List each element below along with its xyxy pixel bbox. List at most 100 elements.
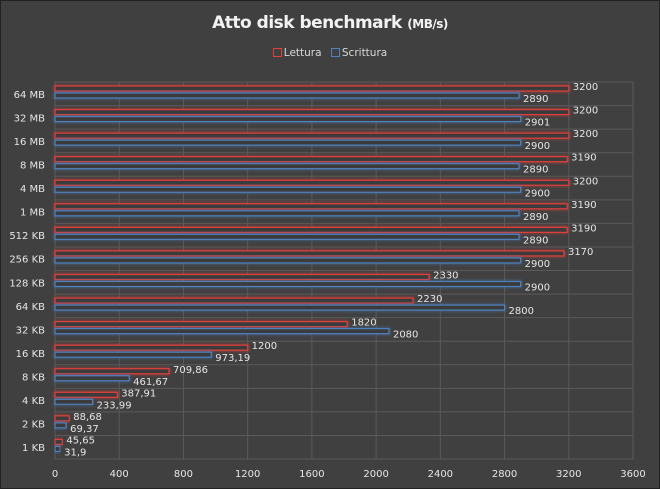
- data-label-scrittura: 2890: [523, 165, 548, 176]
- bar-lettura: [54, 132, 570, 139]
- data-label-lettura: 3190: [571, 153, 596, 164]
- y-tick-label: 8 KB: [22, 373, 45, 384]
- bar-scrittura: [54, 328, 390, 335]
- data-label-lettura: 2230: [417, 294, 442, 305]
- data-label-lettura: 1820: [351, 318, 376, 329]
- bar-scrittura: [54, 92, 520, 99]
- data-label-lettura: 2330: [433, 271, 458, 282]
- y-tick-label: 32 MB: [14, 113, 46, 124]
- y-tick-label: 2 KB: [22, 420, 45, 431]
- bar-scrittura: [54, 115, 522, 123]
- x-tick-label: 3200: [556, 469, 581, 480]
- bar-scrittura: [54, 163, 520, 170]
- y-tick-label: 16 KB: [16, 349, 45, 360]
- bar-scrittura: [54, 351, 212, 358]
- data-label-lettura: 3200: [573, 82, 598, 93]
- x-tick-label: 1200: [235, 469, 260, 480]
- y-tick-label: 1 MB: [20, 208, 45, 219]
- x-tick-label: 2400: [428, 469, 453, 480]
- bar-scrittura: [54, 445, 61, 453]
- x-tick-label: 800: [174, 469, 193, 480]
- bar-lettura: [54, 297, 414, 304]
- bar-lettura: [54, 344, 249, 351]
- legend-swatch-lettura: [272, 48, 282, 57]
- y-tick-label: 32 KB: [16, 325, 45, 336]
- bar-lettura: [54, 250, 565, 257]
- title-text: Atto disk benchmark: [212, 13, 402, 33]
- x-tick-label: 1600: [299, 469, 324, 480]
- x-tick-label: 0: [52, 469, 58, 480]
- bar-lettura: [54, 368, 170, 375]
- data-label-lettura: 3200: [573, 106, 598, 117]
- legend-swatch-scrittura: [330, 48, 340, 57]
- bar-lettura: [54, 226, 568, 233]
- title-unit: (MB/s): [407, 17, 448, 31]
- y-tick-label: 4 KB: [22, 396, 45, 407]
- data-label-lettura: 3190: [571, 223, 596, 234]
- data-label-scrittura: 2900: [525, 259, 550, 270]
- data-label-scrittura: 973,19: [215, 353, 250, 364]
- bar-lettura: [54, 321, 348, 328]
- y-tick-label: 8 MB: [20, 160, 45, 171]
- bar-lettura: [54, 438, 63, 446]
- bar-scrittura: [54, 186, 522, 193]
- bar-scrittura: [54, 375, 130, 382]
- data-label-scrittura: 2900: [525, 188, 550, 199]
- data-label-scrittura: 2800: [509, 306, 534, 317]
- bar-scrittura: [54, 257, 522, 264]
- bar-scrittura: [54, 139, 522, 146]
- bar-scrittura: [54, 304, 506, 311]
- data-label-scrittura: 2890: [523, 235, 548, 246]
- data-label-lettura: 3170: [568, 247, 593, 258]
- data-label-scrittura: 69,37: [70, 424, 99, 435]
- bar-lettura: [54, 415, 70, 422]
- data-label-scrittura: 2890: [523, 212, 548, 223]
- y-tick-label: 1 KB: [22, 443, 45, 454]
- bar-lettura: [54, 391, 118, 398]
- legend-label-scrittura: Scrittura: [341, 47, 388, 59]
- data-label-lettura: 3190: [571, 200, 596, 211]
- bar-scrittura: [54, 280, 522, 288]
- legend-item-lettura: Lettura: [272, 47, 322, 59]
- y-tick-label: 16 MB: [14, 137, 46, 148]
- data-label-lettura: 387,91: [121, 388, 156, 399]
- data-label-scrittura: 233,99: [97, 400, 132, 411]
- data-label-scrittura: 31,9: [64, 447, 86, 458]
- y-tick-label: 128 KB: [9, 278, 45, 289]
- data-label-lettura: 709,86: [173, 365, 208, 376]
- data-label-lettura: 3200: [573, 129, 598, 140]
- data-label-scrittura: 2900: [525, 283, 550, 294]
- data-label-lettura: 88,68: [73, 412, 102, 423]
- data-label-lettura: 3200: [573, 176, 598, 187]
- data-label-scrittura: 461,67: [133, 377, 168, 388]
- bar-scrittura: [54, 422, 67, 429]
- bar-lettura: [54, 273, 430, 281]
- data-label-scrittura: 2901: [525, 118, 550, 129]
- bar-lettura: [54, 156, 568, 163]
- x-tick-label: 2800: [492, 469, 517, 480]
- data-label-lettura: 1200: [252, 341, 277, 352]
- bar-lettura: [54, 85, 570, 92]
- bar-lettura: [54, 203, 568, 210]
- legend-label-lettura: Lettura: [283, 47, 322, 59]
- bar-lettura: [54, 108, 570, 116]
- y-tick-label: 4 MB: [20, 184, 45, 195]
- x-tick-label: 2000: [363, 469, 388, 480]
- y-tick-label: 64 KB: [16, 302, 45, 313]
- legend: Lettura Scrittura: [1, 47, 659, 59]
- legend-item-scrittura: Scrittura: [330, 47, 388, 59]
- chart-title: Atto disk benchmark (MB/s): [1, 13, 659, 33]
- data-label-scrittura: 2900: [525, 141, 550, 152]
- bar-lettura: [54, 179, 570, 186]
- y-tick-label: 512 KB: [9, 231, 45, 242]
- data-label-scrittura: 2080: [393, 330, 418, 341]
- y-tick-label: 64 MB: [14, 90, 46, 101]
- bar-scrittura: [54, 210, 520, 217]
- y-tick-label: 256 KB: [9, 255, 45, 266]
- x-tick-label: 400: [110, 469, 129, 480]
- data-label-scrittura: 2890: [523, 94, 548, 105]
- data-label-lettura: 45,65: [66, 435, 95, 446]
- bar-scrittura: [54, 398, 94, 405]
